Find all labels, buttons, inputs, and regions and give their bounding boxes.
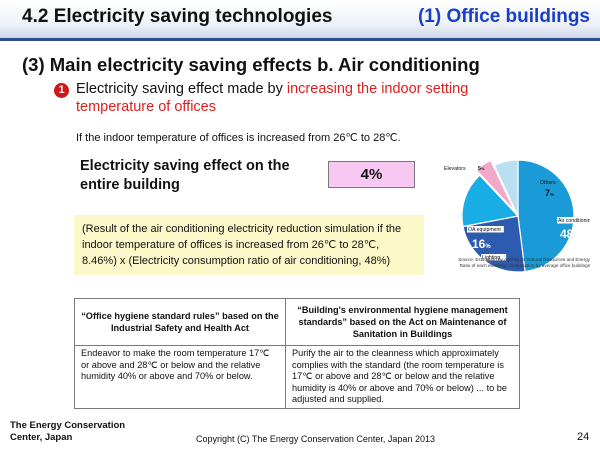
table-cell: Purify the air to the cleanness which ap… <box>285 345 520 409</box>
pie-label-lighting: Lighting <box>482 255 500 261</box>
standards-table: “Office hygiene standard rules” based on… <box>74 298 520 409</box>
slide-section: (1) Office buildings <box>417 6 590 27</box>
pie-slice-others <box>493 159 519 217</box>
pie-label-others: Others <box>540 180 556 186</box>
pie-slice-air-conditioning <box>517 159 575 273</box>
chart-note: Source: Estimation by Agency for Natural… <box>455 257 590 268</box>
pie-label-air-conditioning: Air conditioning <box>558 218 590 224</box>
pie-value-air-conditioning: 48% <box>560 227 579 241</box>
consumption-pie-chart: Air conditioning 48% Lighting 24% OA equipme… <box>440 138 600 288</box>
pie-value-elevators: 5% <box>478 166 485 172</box>
bullet-number-icon: 1 <box>54 83 69 98</box>
pie-slice-elevators <box>475 159 516 212</box>
table-header-cell: “Office hygiene standard rules” based on… <box>74 298 286 346</box>
pie-label-bg <box>557 217 600 224</box>
chart-source: Source: Estimation by Agency for Natural… <box>458 257 590 262</box>
pie-label-elevators: Elevators <box>444 166 466 172</box>
table-header-cell: “Building's environmental hygiene manage… <box>285 298 520 346</box>
page-number: 24 <box>577 431 590 443</box>
bullet-text: Electricity saving effect made by increa… <box>76 80 546 116</box>
pie-label-oa-equipment: OA equipment <box>468 227 501 233</box>
pie-value-others: 7% <box>545 188 554 198</box>
table-cell: Endeavor to make the room temperature 17… <box>74 345 286 409</box>
header-divider <box>0 38 600 41</box>
simulation-note: (Result of the air conditioning electric… <box>74 215 424 275</box>
chart-caption: Ratio of each electricity consumption by… <box>459 262 590 268</box>
table-header-row: “Office hygiene standard rules” based on… <box>74 298 520 346</box>
main-heading: (3) Main electricity saving effects b. A… <box>22 54 480 75</box>
pie-label-bg <box>481 254 507 261</box>
table-row: Endeavor to make the room temperature 17… <box>74 345 520 409</box>
slide-title: 4.2 Electricity saving technologies <box>22 6 333 27</box>
bullet-text-plain: Electricity saving effect made by <box>76 81 287 97</box>
effect-label: Electricity saving effect on the entire … <box>80 158 290 193</box>
copyright-text: Copyright (C) The Energy Conservation Ce… <box>196 434 435 444</box>
pie-label-bg <box>467 226 504 233</box>
condition-text: If the indoor temperature of offices is … <box>76 132 401 144</box>
pie-slice-oa-equipment <box>461 174 520 228</box>
organization-name: The Energy Conservation Center, Japan <box>10 420 126 443</box>
effect-value-badge: 4% <box>328 161 415 188</box>
bullet-text-highlight: increasing the indoor setting temperatur… <box>76 81 469 115</box>
header-band <box>0 0 600 40</box>
